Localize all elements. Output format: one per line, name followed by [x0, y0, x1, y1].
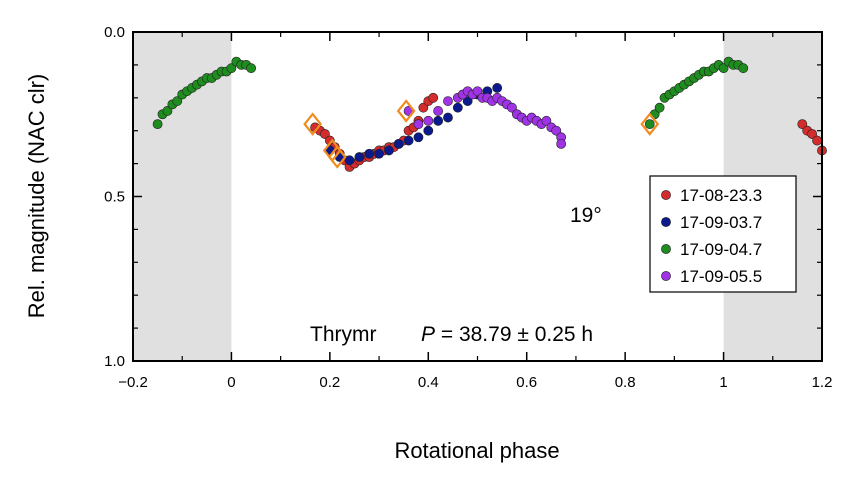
x-tick-label-7: 1	[719, 374, 727, 391]
legend-marker-2	[661, 217, 671, 227]
point-series-2-10	[413, 132, 424, 143]
point-series-3-1	[152, 119, 163, 130]
point-series-2-5	[364, 148, 375, 159]
point-series-3-36	[718, 63, 729, 74]
point-series-1-29	[812, 135, 822, 146]
point-series-2-14	[452, 102, 463, 113]
point-series-1-23	[418, 102, 429, 113]
point-series-2-4	[354, 152, 365, 162]
data-points	[152, 56, 827, 172]
point-series-4-5	[443, 96, 453, 106]
shaded-region-1	[133, 32, 232, 361]
legend-label-3: 17-09-04.7	[680, 240, 762, 259]
period-annotation: P = 38.79 ± 0.25 h	[421, 323, 593, 346]
point-series-2-11	[423, 125, 434, 136]
x-tick-label-5: 0.6	[516, 374, 537, 391]
point-series-3-3	[162, 106, 173, 116]
x-axis-title: Rotational phase	[394, 438, 559, 463]
x-tick-label-4: 0.4	[418, 374, 439, 391]
point-series-4-26	[551, 125, 562, 136]
axis-ticks: −0.2 0 0.2 0.4 0.6 0.8 1 1.2 0.0 0.5 1.0	[104, 24, 832, 391]
point-series-4-17	[507, 102, 517, 113]
y-tick-label-1: 0.0	[104, 24, 125, 41]
point-series-1-28	[807, 129, 818, 139]
x-tick-label-2: 0	[227, 374, 235, 391]
y-axis-title: Rel. magnitude (NAC clr)	[24, 74, 49, 319]
legend-marker-4	[661, 271, 671, 281]
legend-label-1: 17-08-23.3	[680, 186, 762, 205]
point-series-1-25	[428, 92, 439, 103]
point-series-4-24	[541, 115, 552, 126]
point-series-3-23	[654, 102, 665, 113]
legend-marker-3	[661, 244, 671, 254]
point-series-4-3	[423, 115, 434, 126]
legend-label-2: 17-09-03.7	[680, 213, 762, 232]
period-symbol: P	[421, 323, 435, 346]
point-series-4-28	[556, 138, 567, 149]
highlight-diamond-4	[396, 99, 416, 123]
point-series-1-3	[320, 129, 330, 139]
point-series-2-7	[384, 145, 394, 156]
highlighted-points	[303, 99, 660, 169]
point-series-4-2	[413, 119, 424, 130]
highlight-diamond-1	[303, 112, 323, 136]
x-tick-label-8: 1.2	[812, 374, 833, 391]
highlight-diamond-5	[640, 112, 660, 136]
point-series-3-40	[738, 63, 749, 74]
point-series-2-12	[433, 115, 444, 126]
point-series-3-20	[246, 63, 257, 74]
y-tick-label-2: 0.5	[104, 189, 125, 206]
point-series-1-26	[797, 119, 808, 130]
point-series-2-8	[393, 138, 404, 149]
phase-angle-label: 19°	[570, 204, 602, 227]
point-series-3-21	[644, 119, 655, 130]
legend-label-4: 17-09-05.5	[680, 267, 762, 286]
point-series-3-16	[226, 63, 237, 74]
x-tick-label-3: 0.2	[319, 374, 340, 391]
point-series-2-3	[344, 155, 355, 166]
period-value: = 38.79 ± 0.25 h	[435, 323, 593, 346]
point-series-2-9	[403, 135, 414, 146]
point-series-4-10	[472, 86, 483, 97]
x-tick-label-6: 0.8	[615, 374, 636, 391]
point-series-2-15	[462, 96, 473, 106]
point-series-2-18	[492, 83, 503, 93]
legend-box	[649, 175, 797, 293]
point-series-3-5	[172, 96, 183, 106]
point-series-2-6	[374, 148, 384, 159]
y-tick-label-3: 1.0	[104, 353, 125, 370]
legend: 17-08-23.3 17-09-03.7 17-09-04.7 17-09-05.5	[649, 175, 797, 293]
highlight-diamond-3	[327, 145, 347, 169]
point-series-2-13	[443, 112, 453, 123]
legend-marker-1	[661, 190, 671, 200]
target-name: Thrymr	[310, 323, 377, 346]
point-series-4-4	[433, 106, 444, 116]
x-tick-label-1: −0.2	[118, 374, 148, 391]
